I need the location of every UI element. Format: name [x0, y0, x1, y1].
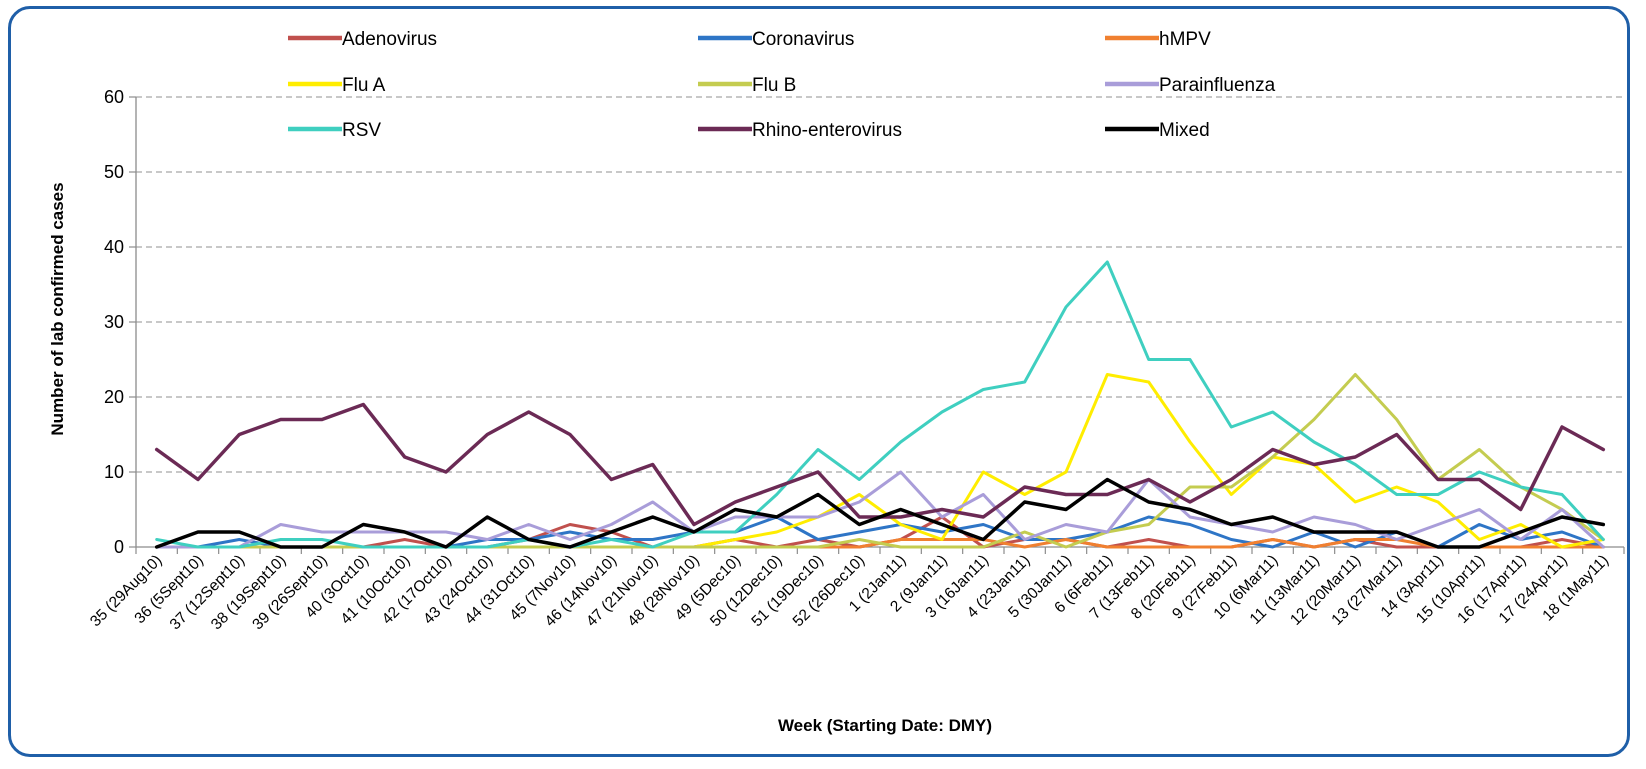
y-axis-title: Number of lab confirmed cases	[48, 182, 67, 435]
x-tick-label: 50 (12Dec10)	[707, 552, 785, 630]
legend-label-mixed: Mixed	[1159, 120, 1210, 141]
series-line-rsv	[155, 260, 1605, 549]
y-tick-label: 60	[104, 87, 124, 107]
legend-label-flu-b: Flu B	[752, 75, 796, 96]
legend-label-rhino-enterovirus: Rhino-enterovirus	[752, 120, 902, 141]
y-tick-label: 50	[104, 162, 124, 182]
gridlines	[136, 96, 1624, 473]
series-line-rhino-enterovirus	[154, 402, 1606, 527]
legend-label-rsv: RSV	[342, 120, 381, 141]
y-tick-label: 20	[104, 387, 124, 407]
legend-label-hmpv: hMPV	[1159, 29, 1211, 50]
x-tick-label: 46 (14Nov10)	[542, 552, 620, 630]
x-axis-title: Week (Starting Date: DMY)	[778, 716, 992, 735]
x-tick-label: 52 (26Dec10)	[790, 552, 868, 630]
y-tick-label: 40	[104, 237, 124, 257]
x-tick-label: 35 (29Aug10)	[87, 552, 165, 630]
legend-label-adenovirus: Adenovirus	[342, 29, 437, 50]
series-line-mixed	[154, 477, 1606, 549]
x-tick-label: 47 (21Nov10)	[583, 552, 661, 630]
y-tick-label: 30	[104, 312, 124, 332]
x-tick-label: 51 (19Dec10)	[748, 552, 826, 630]
y-tick-label: 10	[104, 462, 124, 482]
y-tick-label: 0	[114, 537, 124, 557]
chart-frame	[8, 6, 1630, 757]
legend-label-flu-a: Flu A	[342, 75, 386, 96]
legend: Adenovirus Coronavirus hMPV Flu A Flu B Parai…	[288, 29, 1276, 141]
series-lines	[154, 260, 1606, 549]
legend-label-coronavirus: Coronavirus	[752, 29, 854, 50]
x-axis-ticks: 35 (29Aug10)36 (5Sept10)37 (12Sept10)38 …	[87, 552, 1612, 633]
legend-label-parainfluenza: Parainfluenza	[1159, 75, 1276, 96]
x-tick-label: 48 (28Nov10)	[624, 552, 702, 630]
y-axis-ticks: 0 10 20 30 40 50 60	[104, 87, 136, 557]
